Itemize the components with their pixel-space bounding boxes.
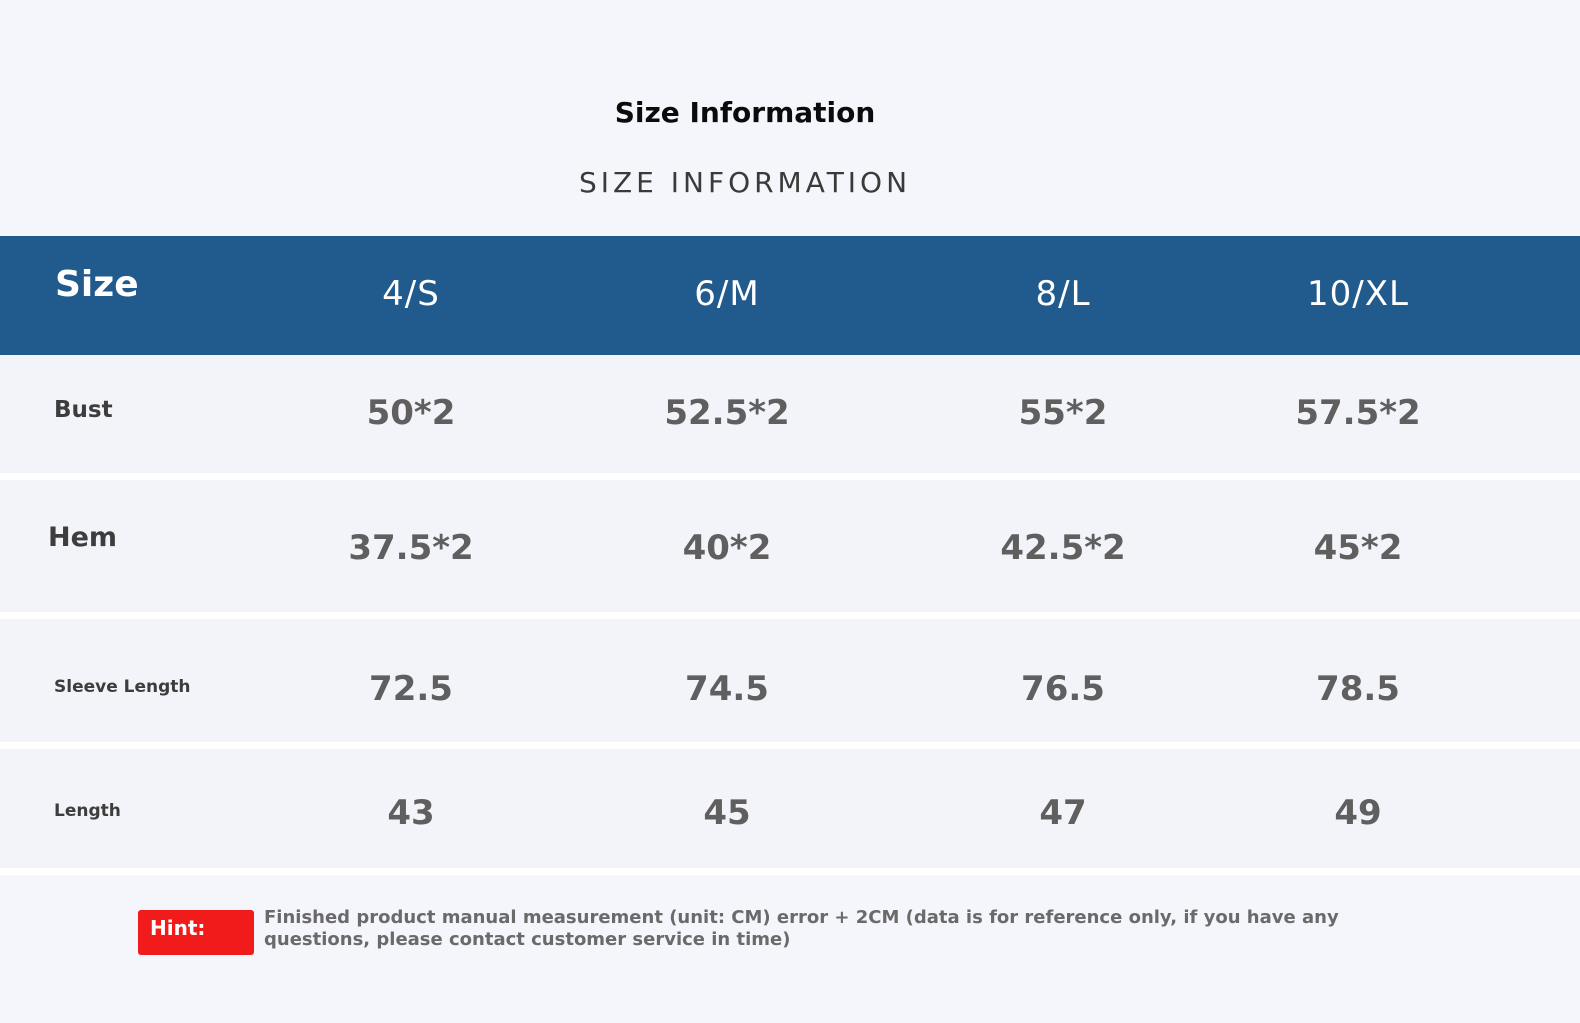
table-row-sleeve-length: Sleeve Length 72.5 74.5 76.5 78.5 bbox=[0, 619, 1580, 749]
table-cell: 55*2 bbox=[1018, 393, 1108, 433]
page-title: Size Information bbox=[614, 96, 876, 129]
table-cell: 57.5*2 bbox=[1295, 393, 1421, 433]
table-cell: 45*2 bbox=[1313, 528, 1403, 568]
size-header-l: 8/L bbox=[1035, 274, 1091, 314]
size-table: Size 4/S 6/M 8/L 10/XL Bust 50*2 52.5*2 … bbox=[0, 236, 1580, 875]
table-cell: 74.5 bbox=[685, 669, 769, 709]
row-label-hem: Hem bbox=[48, 522, 118, 553]
table-row-hem: Hem 37.5*2 40*2 42.5*2 45*2 bbox=[0, 480, 1580, 619]
size-header-m: 6/M bbox=[694, 274, 760, 314]
table-row-length: Length 43 45 47 49 bbox=[0, 749, 1580, 875]
table-cell: 78.5 bbox=[1316, 669, 1400, 709]
table-cell: 43 bbox=[387, 793, 435, 833]
table-cell: 42.5*2 bbox=[1000, 528, 1126, 568]
table-cell: 45 bbox=[703, 793, 751, 833]
row-label-sleeve-length: Sleeve Length bbox=[54, 677, 191, 697]
table-cell: 76.5 bbox=[1021, 669, 1105, 709]
page-subtitle: SIZE INFORMATION bbox=[578, 166, 912, 199]
table-cell: 40*2 bbox=[682, 528, 772, 568]
table-cell: 50*2 bbox=[366, 393, 456, 433]
table-header-row: Size 4/S 6/M 8/L 10/XL bbox=[0, 236, 1580, 355]
row-label-bust: Bust bbox=[54, 397, 113, 423]
table-cell: 47 bbox=[1039, 793, 1087, 833]
size-header-label: Size bbox=[55, 264, 139, 305]
size-header-xl: 10/XL bbox=[1307, 274, 1409, 314]
hint-text: Finished product manual measurement (uni… bbox=[264, 907, 1339, 950]
table-cell: 49 bbox=[1334, 793, 1382, 833]
row-label-length: Length bbox=[54, 801, 121, 821]
size-header-s: 4/S bbox=[382, 274, 440, 314]
table-row-bust: Bust 50*2 52.5*2 55*2 57.5*2 bbox=[0, 355, 1580, 480]
table-cell: 52.5*2 bbox=[664, 393, 790, 433]
table-cell: 37.5*2 bbox=[348, 528, 474, 568]
table-cell: 72.5 bbox=[369, 669, 453, 709]
hint-badge: Hint: bbox=[138, 910, 254, 955]
